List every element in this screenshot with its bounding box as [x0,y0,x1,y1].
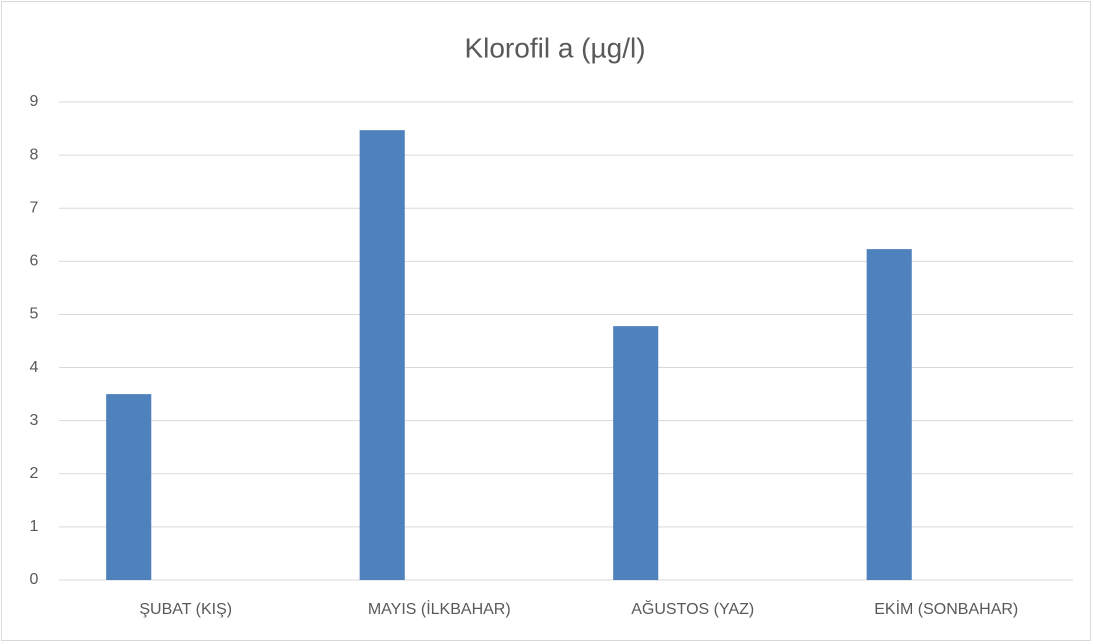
y-tick-label: 2 [30,465,39,482]
y-tick-label: 4 [30,359,39,376]
x-tick-label: EKİM (SONBAHAR) [874,599,1018,618]
bar [866,249,912,580]
bar [106,394,152,580]
chart-title: Klorofil a (µg/l) [464,32,645,63]
bar [613,326,659,580]
y-tick-label: 3 [30,412,39,429]
y-tick-label: 1 [30,518,39,535]
y-tick-label: 9 [30,93,39,110]
x-tick-label: MAYIS (İLKBAHAR) [368,599,511,618]
y-tick-label: 7 [30,199,39,216]
bar [359,130,405,580]
y-tick-label: 0 [30,571,39,588]
x-tick-label: ŞUBAT (KIŞ) [139,601,232,618]
y-tick-label: 6 [30,253,39,270]
y-tick-label: 5 [30,306,39,323]
x-tick-label: AĞUSTOS (YAZ) [631,599,754,618]
y-tick-label: 8 [30,146,39,163]
